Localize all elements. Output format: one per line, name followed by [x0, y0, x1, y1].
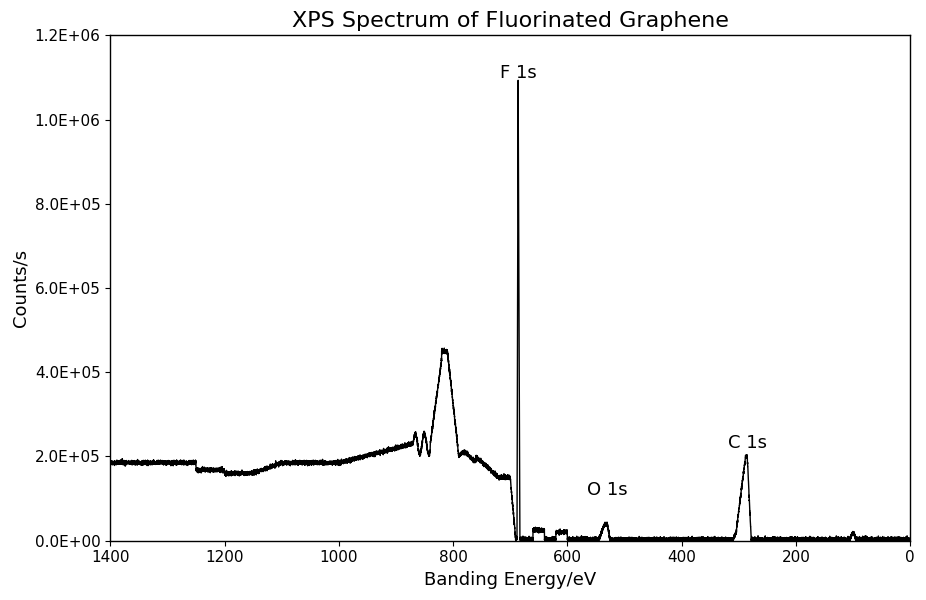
Text: F 1s: F 1s: [500, 64, 536, 82]
Text: O 1s: O 1s: [587, 481, 628, 499]
Title: XPS Spectrum of Fluorinated Graphene: XPS Spectrum of Fluorinated Graphene: [292, 11, 729, 31]
Y-axis label: Counts/s: Counts/s: [11, 249, 29, 327]
Text: C 1s: C 1s: [728, 434, 767, 452]
X-axis label: Banding Energy/eV: Banding Energy/eV: [424, 571, 596, 589]
